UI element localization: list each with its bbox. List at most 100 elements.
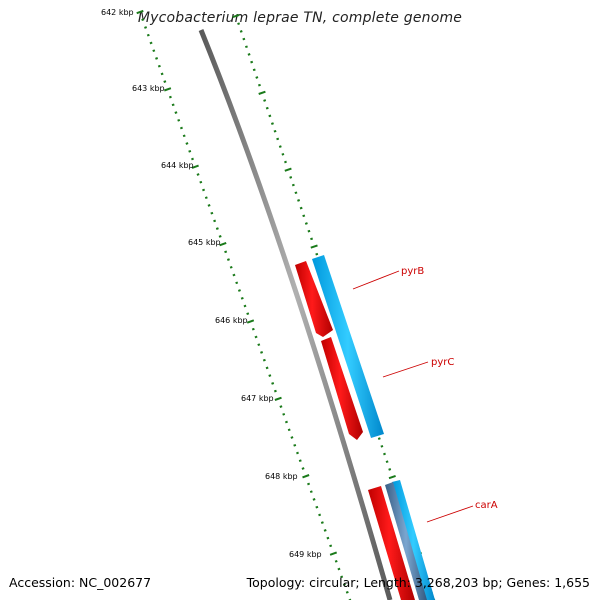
genome-backbone (198, 29, 393, 600)
scale-label-649: 649 kbp (289, 550, 322, 559)
scale-right-minor-tick (239, 30, 243, 33)
scale-right-minor-tick (377, 437, 381, 440)
gene-feature-red-2 (321, 337, 363, 440)
scale-left-minor-tick (298, 459, 302, 463)
gene-feature-red-3 (368, 486, 415, 600)
scale-label-648: 648 kbp (265, 472, 298, 481)
scale-left-major-tick (219, 241, 227, 247)
scale-left-minor-tick (301, 467, 305, 470)
scale-right-minor-tick (307, 229, 311, 233)
genome-summary-text: Topology: circular; Length: 3,268,203 bp… (246, 575, 590, 590)
scale-left-minor-tick (224, 250, 228, 254)
scale-right-minor-tick (252, 68, 256, 72)
scale-right-minor-tick (284, 160, 287, 164)
scale-left-minor-tick (182, 134, 186, 138)
scale-left-minor-tick (196, 173, 200, 176)
scale-right-minor-tick (270, 122, 274, 125)
scale-left-major-tick (329, 551, 338, 556)
scale-right-minor-tick (302, 214, 306, 218)
scale-right-minor-tick (250, 60, 254, 64)
scale-left-minor-tick (334, 559, 338, 563)
scale-right-minor-tick (276, 137, 280, 141)
scale-left-minor-tick (323, 529, 327, 532)
scale-right-minor-tick (237, 22, 241, 26)
scale-left-minor-tick (262, 358, 266, 362)
scale-left-minor-tick (160, 72, 164, 76)
gene-feature-red-1 (295, 261, 333, 337)
scale-right-minor-tick (268, 114, 272, 118)
scale-left-minor-tick (199, 180, 203, 184)
leader-line-carA (426, 505, 474, 523)
scale-left-minor-tick (191, 157, 194, 161)
scale-left-minor-tick (309, 490, 313, 494)
scale-right-minor-tick (278, 145, 282, 148)
scale-right-major-tick (232, 13, 240, 19)
cds-feature-pyrB-pyrC (312, 255, 384, 438)
scale-right-minor-tick (242, 37, 246, 41)
scale-left-minor-tick (185, 142, 189, 145)
scale-right-major-tick (388, 474, 396, 480)
scale-left-minor-tick (293, 443, 297, 447)
scale-right-minor-tick (258, 83, 261, 87)
scale-left-minor-tick (284, 420, 288, 424)
scale-right-major-tick (284, 167, 292, 172)
scale-left-minor-tick (273, 389, 277, 393)
scale-left-minor-tick (337, 567, 341, 571)
scale-left-minor-tick (345, 590, 349, 594)
scale-label-646: 646 kbp (215, 316, 248, 325)
scale-left-minor-tick (257, 343, 261, 347)
scale-left-minor-tick (320, 521, 324, 524)
scale-label-643: 643 kbp (132, 84, 165, 93)
accession-text: Accession: NC_002677 (9, 575, 152, 590)
scale-left-minor-tick (168, 95, 172, 99)
cds-feature-carA-outer (392, 480, 435, 600)
scale-right-minor-tick (265, 106, 269, 110)
gene-label-pyrB: pyrB (401, 266, 424, 277)
scale-left-minor-tick (218, 235, 222, 238)
scale-left-minor-tick (179, 126, 183, 130)
scale-left-minor-tick (271, 382, 275, 385)
gene-label-pyrC: pyrC (431, 357, 454, 368)
leader-line-pyrB (352, 270, 400, 290)
scale-left-minor-tick (204, 196, 208, 200)
map-title: Mycobacterium leprae TN, complete genome (137, 10, 463, 26)
scale-left-minor-tick (155, 57, 159, 60)
scale-left-minor-tick (141, 18, 145, 22)
scale-left-minor-tick (177, 118, 181, 122)
scale-right-minor-tick (385, 460, 389, 464)
scale-left-minor-tick (268, 374, 272, 377)
scale-right-minor-tick (289, 176, 293, 179)
scale-right-minor-tick (388, 468, 392, 471)
scale-right-major-tick (310, 244, 318, 249)
scale-right-minor-tick (380, 444, 384, 448)
scale-left-minor-tick (282, 412, 286, 416)
scale-left-minor-tick (232, 273, 236, 277)
scale-left-minor-tick (152, 49, 156, 53)
scale-right-minor-tick (315, 252, 319, 256)
scale-left-minor-tick (287, 428, 291, 432)
scale-ticks-left (136, 9, 352, 600)
scale-left-minor-tick (290, 436, 294, 439)
scale-left-minor-tick (229, 265, 233, 269)
scale-left-minor-tick (237, 289, 241, 292)
scale-left-major-tick (191, 164, 199, 169)
scale-right-minor-tick (263, 99, 267, 102)
scale-right-minor-tick (299, 206, 303, 210)
scale-left-major-tick (136, 9, 144, 15)
scale-left-minor-tick (146, 33, 150, 37)
scale-left-minor-tick (226, 258, 230, 261)
scale-label-644: 644 kbp (161, 161, 194, 170)
scale-left-minor-tick (307, 482, 311, 486)
scale-left-minor-tick (163, 80, 167, 83)
scale-left-minor-tick (157, 64, 161, 68)
scale-right-minor-tick (255, 76, 259, 79)
scale-left-minor-tick (207, 204, 211, 207)
scale-left-minor-tick (174, 111, 178, 114)
scale-left-minor-tick (326, 536, 330, 540)
scale-left-minor-tick (318, 513, 322, 517)
scale-left-minor-tick (251, 327, 255, 331)
scale-left-minor-tick (240, 296, 244, 300)
scale-right-minor-tick (281, 152, 285, 156)
scale-right-major-tick (258, 90, 266, 95)
